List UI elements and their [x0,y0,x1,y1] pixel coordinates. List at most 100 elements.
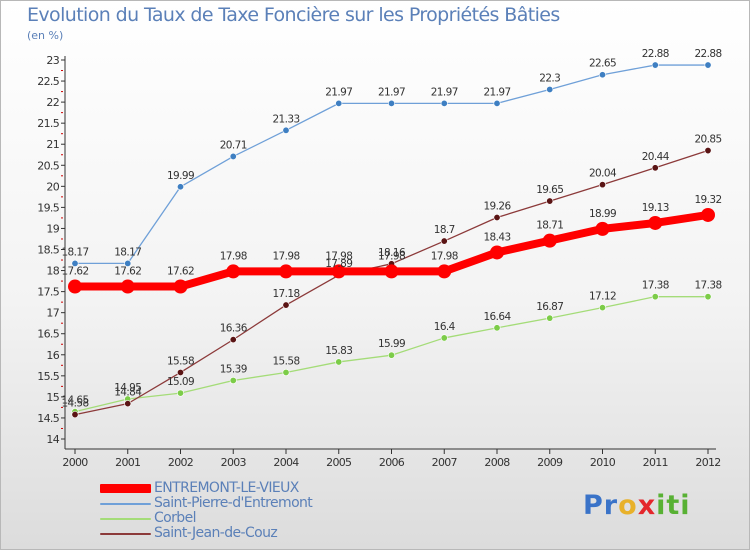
data-label: 20.44 [642,151,670,163]
legend-swatch-saint-jean [100,533,151,535]
series-line [74,149,709,416]
data-label: 17.98 [272,250,299,262]
data-label: 21.97 [431,86,458,98]
data-point [437,264,452,279]
data-point [282,301,290,309]
y-tick-label: 17 [46,307,59,320]
unit-label: (en %) [27,29,64,42]
data-label: 15.83 [325,345,352,357]
y-tick-label: 15 [46,391,59,404]
x-tick-label: 2005 [326,456,352,469]
legend-label-saint-jean: Saint-Jean-de-Couz [154,525,278,541]
data-label: 18.43 [483,231,510,243]
data-point [701,207,715,222]
logo-letter: i [656,490,667,521]
y-tick-label: 16.5 [37,328,59,341]
y-tick-label: 20.5 [37,159,59,172]
legend-item-saint-jean: Saint-Jean-de-Couz [100,525,400,541]
y-tick-label: 18.5 [37,244,59,257]
chart-title: Evolution du Taux de Taxe Foncière sur l… [27,4,560,26]
data-point [493,324,501,332]
data-point [704,293,712,301]
data-label: 17.18 [272,288,299,300]
x-tick-label: 2012 [695,456,720,469]
data-label: 20.04 [589,168,617,180]
data-label: 18.71 [536,220,563,232]
legend-swatch-saint-pierre [100,503,151,505]
data-point [120,279,135,294]
data-point [387,351,395,359]
data-point [493,213,501,221]
y-tick-label: 19 [46,222,59,235]
data-point [598,71,606,79]
data-point [68,279,82,294]
data-point [229,152,237,160]
data-label: 18.17 [61,246,88,258]
data-point [177,368,185,376]
data-point [331,264,346,279]
data-label: 15.58 [167,355,194,367]
data-label: 21.97 [483,86,510,98]
data-point [598,181,606,189]
data-point [598,304,606,312]
data-label: 19.99 [167,170,194,182]
y-tick-label: 16 [46,349,59,362]
data-point [704,147,712,155]
y-tick-label: 22.5 [37,75,59,88]
data-point [387,99,395,107]
logo-letter: o [618,490,638,521]
data-point [546,85,554,93]
data-label: 14.65 [61,395,88,407]
data-label: 14.84 [114,387,142,399]
data-point [384,264,399,279]
data-label: 20.85 [694,134,721,146]
data-label: 18.16 [378,247,406,259]
data-label: 21.97 [378,86,405,98]
data-label: 19.65 [536,184,563,196]
data-label: 16.64 [483,311,511,323]
legend-label-saint-pierre: Saint-Pierre-d'Entremont [154,495,313,511]
x-tick-label: 2009 [537,456,563,469]
logo-letter: r [603,490,619,521]
data-point [177,183,185,191]
data-label: 14.58 [61,398,88,410]
data-point [651,61,659,69]
legend-label-entremont: ENTREMONT-LE-VIEUX [154,480,299,496]
data-label: 17.62 [61,266,88,278]
data-label: 18.99 [589,208,616,220]
legend-swatch-entremont [100,484,151,493]
data-label: 19.32 [694,194,721,206]
data-point [493,99,501,107]
data-point [282,368,290,376]
legend-item-saint-pierre: Saint-Pierre-d'Entremont [100,495,400,511]
data-point [279,264,293,279]
proxiti-logo: Proxiti [583,490,691,521]
data-label: 21.33 [272,113,299,125]
logo-letter: t [666,490,681,521]
data-point [229,336,237,344]
data-point [335,99,343,107]
legend-swatch-corbel [100,518,151,520]
data-point [651,164,659,172]
legend: ENTREMONT-LE-VIEUX Saint-Pierre-d'Entrem… [100,480,400,541]
data-labels: 17.62 17.62 17.62 17.98 17.98 17.98 17.98 17.98… [61,48,722,410]
data-label: 17.89 [325,258,352,270]
axes: 14 14.5 15 15.5 16 16.5 17 17.5 18 18.5 19 19.5 20 20… [37,54,721,469]
x-tick-label: 2011 [643,456,668,469]
data-label: 17.98 [378,250,405,262]
logo-letter: P [583,490,604,521]
data-label: 17.62 [167,266,194,278]
data-label: 22.88 [694,48,721,60]
x-tick-label: 2000 [62,456,88,469]
data-point [173,279,188,294]
x-tick-label: 2002 [168,456,193,469]
data-point [704,61,712,69]
data-label: 17.38 [642,280,669,292]
y-tick-label: 15.5 [37,370,59,383]
data-point [282,126,290,134]
data-label: 18.17 [114,246,141,258]
series-lines [68,61,715,419]
y-tick-label: 22 [46,96,59,109]
logo-letter: i [680,490,691,521]
